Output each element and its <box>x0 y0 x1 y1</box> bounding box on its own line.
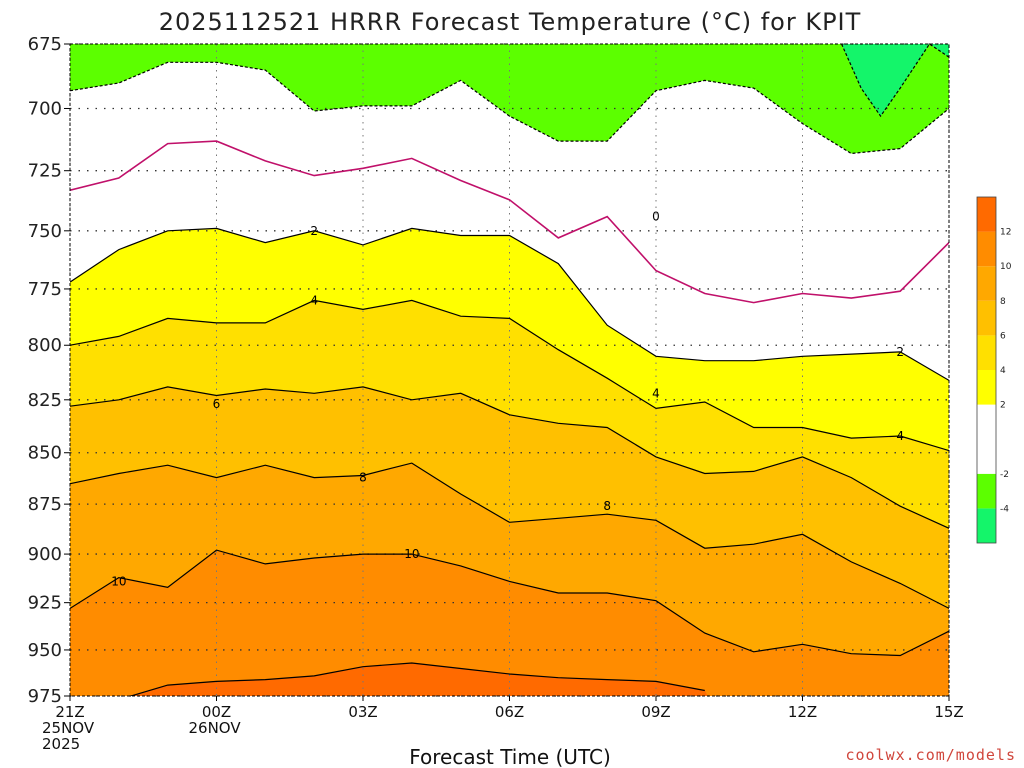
colorbar-bin <box>977 266 996 301</box>
x-tick-label: 26NOV <box>189 719 242 737</box>
colorbar-bin <box>977 508 996 543</box>
colorbar-tick-label: 6 <box>1000 331 1006 341</box>
colorbar-tick-label: 10 <box>1000 262 1012 272</box>
chart-title: 2025112521 HRRR Forecast Temperature (°C… <box>159 8 862 36</box>
y-tick-label: 825 <box>28 390 62 411</box>
colorbar-tick-label: 8 <box>1000 297 1006 307</box>
y-tick-label: 775 <box>28 279 62 300</box>
colorbar-bin <box>977 197 996 232</box>
contour-label: 6 <box>213 397 221 411</box>
contour-labels: 0 2 2 4 4 4 6 8 8 10 10 <box>111 210 904 589</box>
colorbar-tick-label: -2 <box>1000 470 1009 480</box>
colorbar-tick-label: 2 <box>1000 401 1006 411</box>
colorbar-tick-label: 4 <box>1000 366 1006 376</box>
x-tick-label: 06Z <box>495 703 524 721</box>
contour-label: 8 <box>603 499 611 513</box>
y-tick-label: 900 <box>28 544 62 565</box>
x-tick-label: 25NOV <box>42 719 95 737</box>
colorbar-bin <box>977 300 996 336</box>
contour-label: 0 <box>652 210 660 224</box>
isotherm-lines <box>70 44 949 696</box>
isotherm-0 <box>70 140 949 304</box>
x-tick-label: 15Z <box>934 703 963 721</box>
colorbar-tick-label: -4 <box>1000 504 1009 514</box>
isotherm-8 <box>70 462 949 609</box>
contour-label: 8 <box>359 471 367 485</box>
contour-label: 4 <box>896 429 904 443</box>
colorbar-bin <box>977 473 996 509</box>
isotherm-10 <box>70 549 949 657</box>
colorbar-bin <box>977 370 996 405</box>
y-tick-label: 700 <box>28 98 62 119</box>
colorbar-bin <box>977 335 996 370</box>
colorbar-tick-label: 12 <box>1000 228 1011 238</box>
x-tick-label: 21Z <box>55 703 84 721</box>
temperature-fill-bands <box>70 44 949 696</box>
contour-label: 2 <box>310 224 318 238</box>
colorbar-bin <box>977 231 996 267</box>
isotherm--2 <box>70 61 949 155</box>
contour-label: 4 <box>652 386 660 400</box>
y-tick-label: 925 <box>28 593 62 614</box>
isotherm-2 <box>70 227 949 381</box>
band-below-0 <box>70 44 949 303</box>
x-tick-label: 09Z <box>641 703 670 721</box>
contour-label: 4 <box>310 293 318 307</box>
isotherm-12 <box>128 662 705 696</box>
credit-text: coolwx.com/models <box>845 746 1016 764</box>
colorbar-bin <box>977 404 996 440</box>
y-tick-label: 950 <box>28 640 62 661</box>
x-tick-label: 2025 <box>42 735 80 753</box>
x-tick-label: 12Z <box>788 703 817 721</box>
contour-label: 2 <box>896 345 904 359</box>
isotherm-4 <box>70 299 949 452</box>
colorbar-bin <box>977 439 996 474</box>
colorbar-frame <box>976 196 997 544</box>
isotherm-6 <box>70 386 949 529</box>
y-tick-label: 675 <box>28 34 62 55</box>
y-tick-label: 750 <box>28 221 62 242</box>
y-tick-label: 725 <box>28 161 62 182</box>
y-tick-label: 800 <box>28 335 62 356</box>
contour-label: 10 <box>404 547 419 561</box>
x-tick-label: 03Z <box>348 703 377 721</box>
y-tick-label: 875 <box>28 494 62 515</box>
y-tick-label: 850 <box>28 443 62 464</box>
x-tick-label: 00Z <box>202 703 231 721</box>
y-tick-label: 975 <box>28 686 62 707</box>
band-below--2 <box>70 44 949 154</box>
colorbar: -4 -2 2 4 6 8 10 12 <box>976 196 1012 544</box>
y-axis-tick-labels: 675 700 725 750 775 800 825 850 875 900 925 950 975 <box>28 34 70 707</box>
isotherm--4 <box>841 44 949 118</box>
x-axis-label: Forecast Time (UTC) <box>409 745 611 768</box>
contour-label: 10 <box>111 574 126 588</box>
